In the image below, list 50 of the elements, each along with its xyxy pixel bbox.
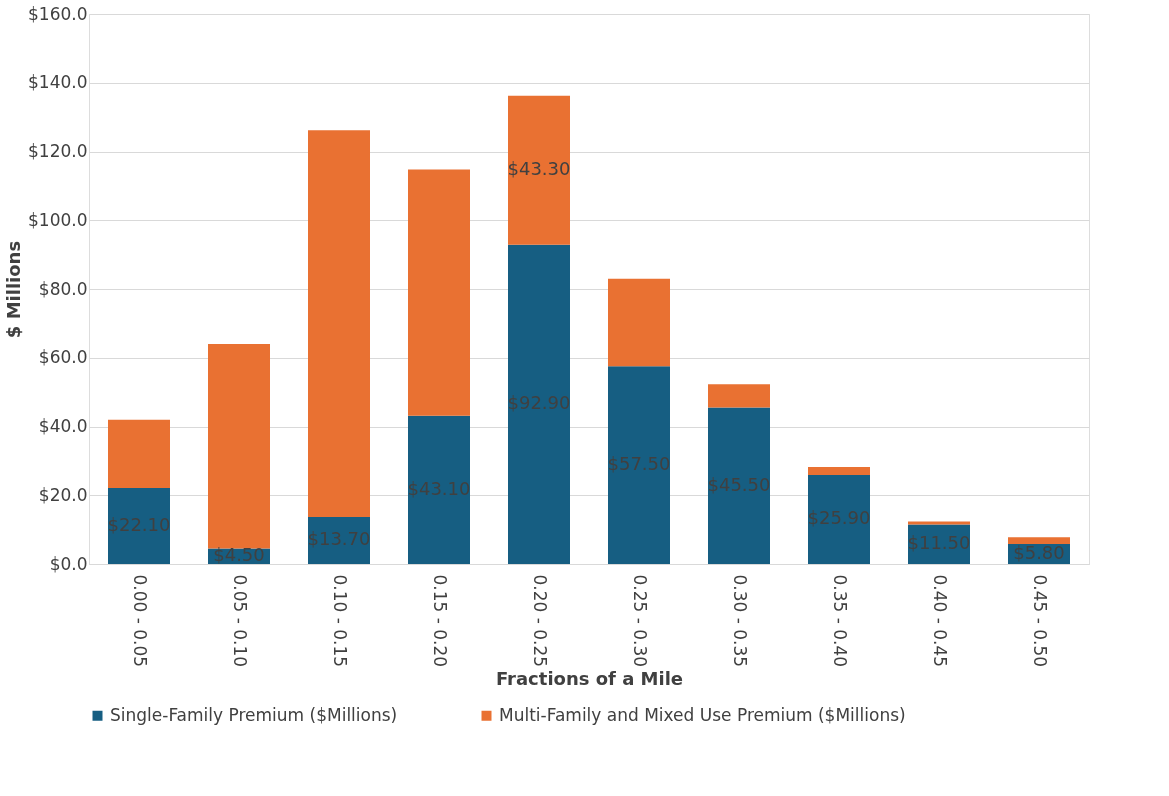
y-tick-label: $100.0 [28, 209, 88, 230]
bar [108, 419, 170, 489]
bar [508, 244, 570, 564]
x-tick-label: 0.20 - 0.25 [530, 574, 550, 668]
bar [508, 95, 570, 245]
data-label: $22.10 [107, 514, 171, 536]
x-tick-label: 0.10 - 0.15 [330, 574, 350, 668]
data-label: $5.80 [1013, 542, 1065, 564]
bar [108, 488, 170, 564]
y-tick-label: $0.0 [49, 553, 88, 574]
data-label: $92.90 [507, 392, 571, 414]
legend-label: Single-Family Premium ($Millions) [110, 704, 398, 725]
data-label: $4.50 [213, 544, 265, 566]
x-tick-label: 0.45 - 0.50 [1030, 574, 1050, 668]
bar [208, 344, 270, 549]
bar [608, 278, 670, 367]
bar [708, 407, 770, 564]
x-tick-label: 0.15 - 0.20 [430, 574, 450, 668]
bar [408, 169, 470, 416]
bar [808, 467, 870, 475]
y-tick-label: $160.0 [28, 3, 88, 24]
legend-label: Multi-Family and Mixed Use Premium ($Millions) [499, 704, 906, 725]
bar [1008, 537, 1070, 545]
y-tick-label: $80.0 [38, 278, 88, 299]
x-tick-label: 0.35 - 0.40 [830, 574, 850, 668]
x-tick-label: 0.05 - 0.10 [230, 574, 250, 668]
data-label: $13.70 [307, 528, 371, 550]
data-label: $43.10 [407, 477, 471, 499]
x-tick-label: 0.00 - 0.05 [130, 574, 150, 668]
x-tick-label: 0.25 - 0.30 [630, 574, 650, 668]
data-label: $25.90 [807, 507, 871, 529]
y-tick-label: $60.0 [38, 347, 88, 368]
data-label: $57.50 [607, 453, 671, 475]
bar [308, 130, 370, 517]
bar [808, 474, 870, 564]
data-label: $43.30 [507, 158, 571, 180]
y-tick-label: $140.0 [28, 72, 88, 93]
y-tick-label: $20.0 [38, 484, 88, 505]
y-tick-label: $40.0 [38, 416, 88, 436]
x-axis-title: Fractions of a Mile [495, 668, 684, 690]
x-tick-label: 0.30 - 0.35 [730, 574, 750, 668]
x-tick-label: 0.40 - 0.45 [930, 574, 950, 668]
bar [408, 415, 470, 564]
y-axis-title: $ Millions [3, 240, 25, 339]
y-tick-label: $120.0 [28, 141, 88, 161]
data-label: $45.50 [707, 473, 771, 495]
bar [708, 384, 770, 408]
bar [608, 366, 670, 564]
bar [908, 521, 970, 525]
data-label: $11.50 [907, 532, 971, 554]
